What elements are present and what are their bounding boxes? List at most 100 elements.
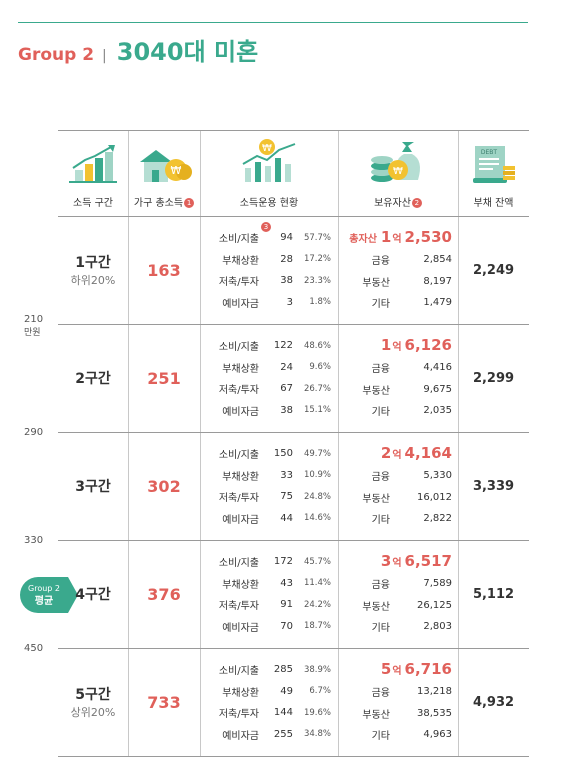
other-asset-label: 기타 xyxy=(371,299,390,311)
financial-line: 금융 13,218 xyxy=(340,681,458,703)
income-value: 251 xyxy=(147,368,181,388)
table-top-rule xyxy=(58,130,529,131)
col-head-debt: DEBT 부채 잔액 xyxy=(458,136,529,216)
real-estate-line: 부동산 8,197 xyxy=(340,271,458,293)
assets-label-text: 보유자산 xyxy=(374,198,411,209)
repay-line: 부채상환 24 9.6% xyxy=(204,357,338,379)
real-estate-line: 부동산 38,535 xyxy=(340,703,458,725)
threshold-4: 450 xyxy=(24,643,43,654)
save-value: 67 xyxy=(280,383,293,395)
line-chart-coin-icon: ₩ xyxy=(242,139,296,182)
bar-chart-arrow-icon xyxy=(69,145,117,183)
save-value: 91 xyxy=(280,599,293,611)
save-value: 144 xyxy=(273,707,293,719)
income-value: 163 xyxy=(147,260,181,280)
threshold-1: 210 만원 xyxy=(24,314,43,338)
spend-line: 소비/지출 172 45.7% xyxy=(204,551,338,573)
spend-percent: 45.7% xyxy=(303,556,331,567)
income-value: 733 xyxy=(147,692,181,712)
spend-value: 122 xyxy=(273,340,293,352)
top-rule xyxy=(18,22,528,23)
other-asset-value: 1,479 xyxy=(423,297,452,309)
real-estate-label: 부동산 xyxy=(362,601,390,613)
other-asset-value: 2,822 xyxy=(423,513,452,525)
financial-line: 금융 5,330 xyxy=(340,465,458,487)
bracket-name: 4구간 xyxy=(75,587,111,603)
svg-text:₩: ₩ xyxy=(171,164,182,177)
eok-unit: 억 xyxy=(392,341,402,353)
real-estate-value: 8,197 xyxy=(423,275,452,287)
threshold-2-value: 290 xyxy=(24,427,44,438)
repay-label: 부채상환 xyxy=(222,471,259,483)
save-label: 저축/투자 xyxy=(218,709,259,721)
total-rest-value: 2,530 xyxy=(404,228,452,246)
usage-cell: 소비/지출 150 49.7% 부채상환 33 10.9% 저축/투자 75 24.8% 예… xyxy=(204,432,338,540)
other-asset-label: 기타 xyxy=(371,623,390,635)
usage-cell: 소비/지출 285 38.9% 부채상환 49 6.7% 저축/투자 144 19.6% 예… xyxy=(204,648,338,756)
note-badge: 1 xyxy=(184,198,195,208)
bracket-cell: 1구간 하위20% xyxy=(58,216,128,324)
reserve-percent: 34.8% xyxy=(303,729,331,740)
spend-percent: 38.9% xyxy=(303,664,331,675)
spend-percent: 49.7% xyxy=(303,448,331,459)
financial-value: 4,416 xyxy=(423,362,452,374)
bracket-sub: 하위20% xyxy=(70,274,116,287)
real-estate-label: 부동산 xyxy=(362,709,390,721)
bracket-name: 2구간 xyxy=(75,371,111,387)
reserve-label: 예비자금 xyxy=(222,514,259,526)
repay-label: 부채상환 xyxy=(222,579,259,591)
save-label: 저축/투자 xyxy=(218,277,259,289)
bracket-cell: 3구간 xyxy=(58,432,128,540)
save-label: 저축/투자 xyxy=(218,601,259,613)
real-estate-value: 9,675 xyxy=(423,383,452,395)
other-asset-label: 기타 xyxy=(371,731,390,743)
threshold-unit: 만원 xyxy=(24,328,41,338)
repay-line: 부채상환 43 11.4% xyxy=(204,573,338,595)
total-rest-value: 6,517 xyxy=(404,552,452,570)
save-label: 저축/투자 xyxy=(218,385,259,397)
repay-line: 부채상환 28 17.2% xyxy=(204,249,338,271)
spend-line: 소비/지출 94 57.7% xyxy=(204,227,338,249)
total-assets: 2 억 4,164 xyxy=(340,441,458,465)
repay-value: 49 xyxy=(280,685,293,697)
income-value: 376 xyxy=(147,584,181,604)
table-row: 5구간 상위20% 733 소비/지출 285 38.9% 부채상환 49 6.7% 저… xyxy=(58,648,529,756)
real-estate-value: 38,535 xyxy=(417,707,452,719)
col-divider xyxy=(200,130,201,757)
real-estate-value: 16,012 xyxy=(417,491,452,503)
header-rule xyxy=(58,216,529,217)
pct-note-badge: 3 xyxy=(261,222,271,232)
header-separator: | xyxy=(102,48,107,64)
save-line: 저축/투자 67 26.7% xyxy=(204,378,338,400)
income-value: 302 xyxy=(147,476,181,496)
debt-value: 2,299 xyxy=(472,370,515,386)
eok-unit: 억 xyxy=(392,665,402,677)
real-estate-value: 26,125 xyxy=(417,599,452,611)
spend-label: 소비/지출 xyxy=(218,342,259,354)
avg-tag-sub: 평균 xyxy=(34,596,54,607)
spend-label: 소비/지출 xyxy=(218,234,259,246)
total-rest-value: 4,164 xyxy=(404,444,452,462)
save-line: 저축/투자 75 24.8% xyxy=(204,486,338,508)
table-row: 4구간 376 소비/지출 172 45.7% 부채상환 43 11.4% 저축/투자 9… xyxy=(58,540,529,648)
spend-value: 150 xyxy=(273,448,293,460)
total-eok-value: 1 xyxy=(380,336,392,354)
bracket-cell: 2구간 xyxy=(58,324,128,432)
reserve-value: 44 xyxy=(280,512,293,524)
save-label: 저축/투자 xyxy=(218,493,259,505)
financial-value: 2,854 xyxy=(423,254,452,266)
repay-value: 43 xyxy=(280,577,293,589)
other-asset-label: 기타 xyxy=(371,407,390,419)
total-eok-value: 2 xyxy=(380,444,392,462)
financial-label: 금융 xyxy=(371,256,390,268)
col-head-income: ₩ 가구 총소득 1 xyxy=(128,136,200,216)
col-head-bracket: 소득 구간 xyxy=(58,136,128,216)
repay-value: 33 xyxy=(280,469,293,481)
debt-value: 3,339 xyxy=(472,478,515,494)
other-asset-line: 기타 4,963 xyxy=(340,724,458,746)
col-head-income-label: 가구 총소득 1 xyxy=(128,194,200,209)
page-header: Group 2 | 3040대 미혼 xyxy=(18,32,258,67)
asset-cell: 5 억 6,716 금융 13,218 부동산 38,535 기타 4,963 xyxy=(340,648,458,756)
house-coins-icon: ₩ xyxy=(140,150,192,182)
svg-text:₩: ₩ xyxy=(262,143,272,154)
